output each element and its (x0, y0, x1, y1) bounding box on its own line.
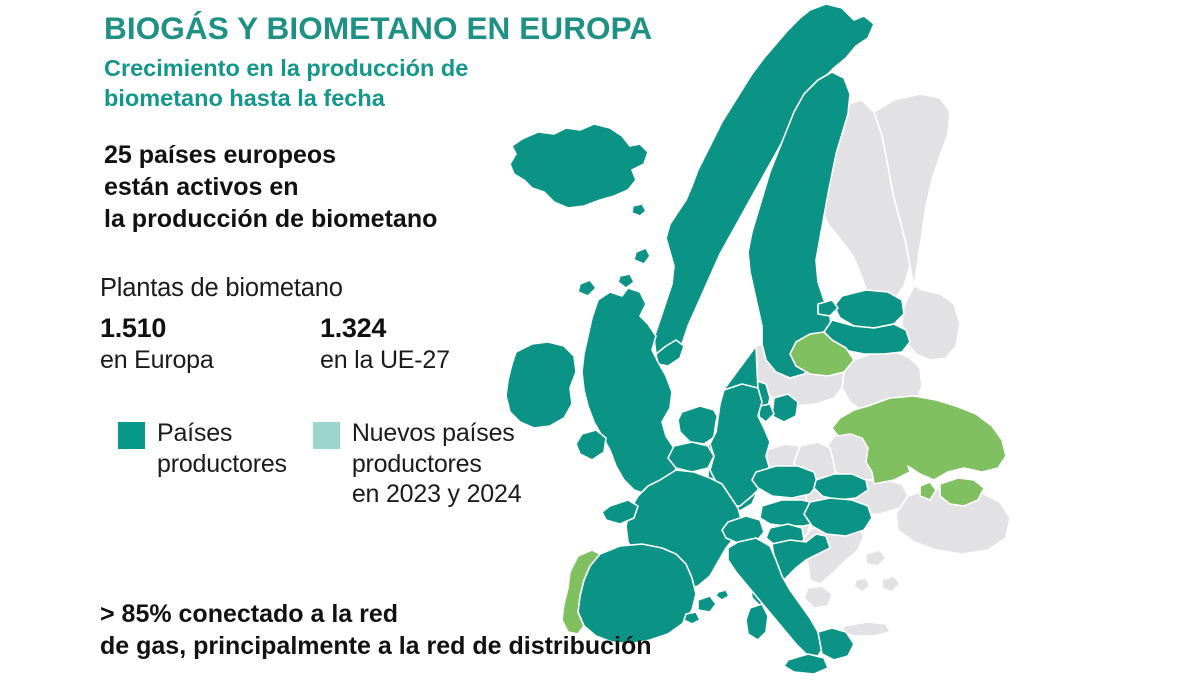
legend-item-new-producers: Nuevos países productores en 2023 y 2024 (312, 418, 522, 510)
country-ireland (505, 341, 577, 429)
country-uk-hebrides (577, 279, 597, 297)
legend-label-new-producers: Nuevos países productores en 2023 y 2024 (351, 419, 522, 508)
page-subtitle: Crecimiento en la producción de biometan… (104, 55, 469, 111)
country-slovakia (813, 473, 869, 501)
country-france-brittany (601, 499, 639, 525)
country-czechia (751, 465, 819, 499)
country-denmark-zealand (771, 393, 799, 423)
lead-statement: 25 países europeos están activos en la p… (104, 141, 438, 233)
stat-eu27-value: 1.324 (320, 313, 387, 343)
region-ukraine-south-tip (919, 481, 937, 501)
country-iceland (509, 123, 649, 209)
country-balearics-menorca (715, 589, 730, 601)
stat-europe-value: 1.510 (100, 313, 167, 343)
map-new-producer-group (561, 331, 1007, 635)
plants-section-label: Plantas de biometano (100, 274, 343, 302)
country-balearics-mallorca (697, 595, 717, 613)
country-greek-islands-b (881, 575, 901, 593)
stat-europe: 1.510 en Europa (100, 313, 214, 375)
legend-item-producers: Países productores (118, 418, 287, 510)
legend-label-producers: Países productores (157, 419, 287, 478)
country-estonia-islands (817, 299, 839, 317)
country-greek-islands-c (853, 577, 871, 593)
map-producer-group (505, 3, 911, 675)
country-uk-orkney (617, 273, 635, 289)
map-legend: Países productores Nuevos países product… (118, 418, 522, 510)
country-crete (841, 621, 891, 637)
country-ukraine (831, 395, 1007, 485)
stat-europe-caption: en Europa (100, 345, 214, 374)
country-greece-peloponnese (803, 585, 833, 609)
footnote-grid-connection: > 85% conectado a la red de gas, princip… (100, 600, 652, 660)
country-hungary (803, 497, 873, 537)
island-faroe (631, 203, 647, 217)
country-netherlands (677, 405, 721, 445)
country-sardinia (745, 603, 769, 641)
country-balearics-ibiza (683, 611, 701, 625)
stat-eu27-caption: en la UE-27 (320, 345, 450, 374)
europe-choropleth-map (470, 0, 1200, 684)
country-sicily (783, 653, 829, 675)
country-greek-islands-a (865, 549, 887, 567)
country-belgium (667, 441, 715, 473)
region-crimea (939, 477, 985, 507)
page-title: BIOGÁS Y BIOMETANO EN EUROPA (104, 10, 653, 46)
country-italy-south (817, 627, 855, 661)
country-uk-shetland (633, 247, 651, 265)
country-portugal (561, 549, 601, 635)
light-teal-swatch-icon (312, 422, 340, 449)
dark-teal-swatch-icon (118, 422, 145, 449)
country-uk-wales (575, 429, 607, 461)
country-estonia (833, 289, 905, 329)
stat-eu27: 1.324 en la UE-27 (320, 313, 450, 375)
country-russia-northwest (873, 93, 951, 287)
country-lithuania (789, 331, 855, 377)
country-russia-west (901, 285, 961, 361)
